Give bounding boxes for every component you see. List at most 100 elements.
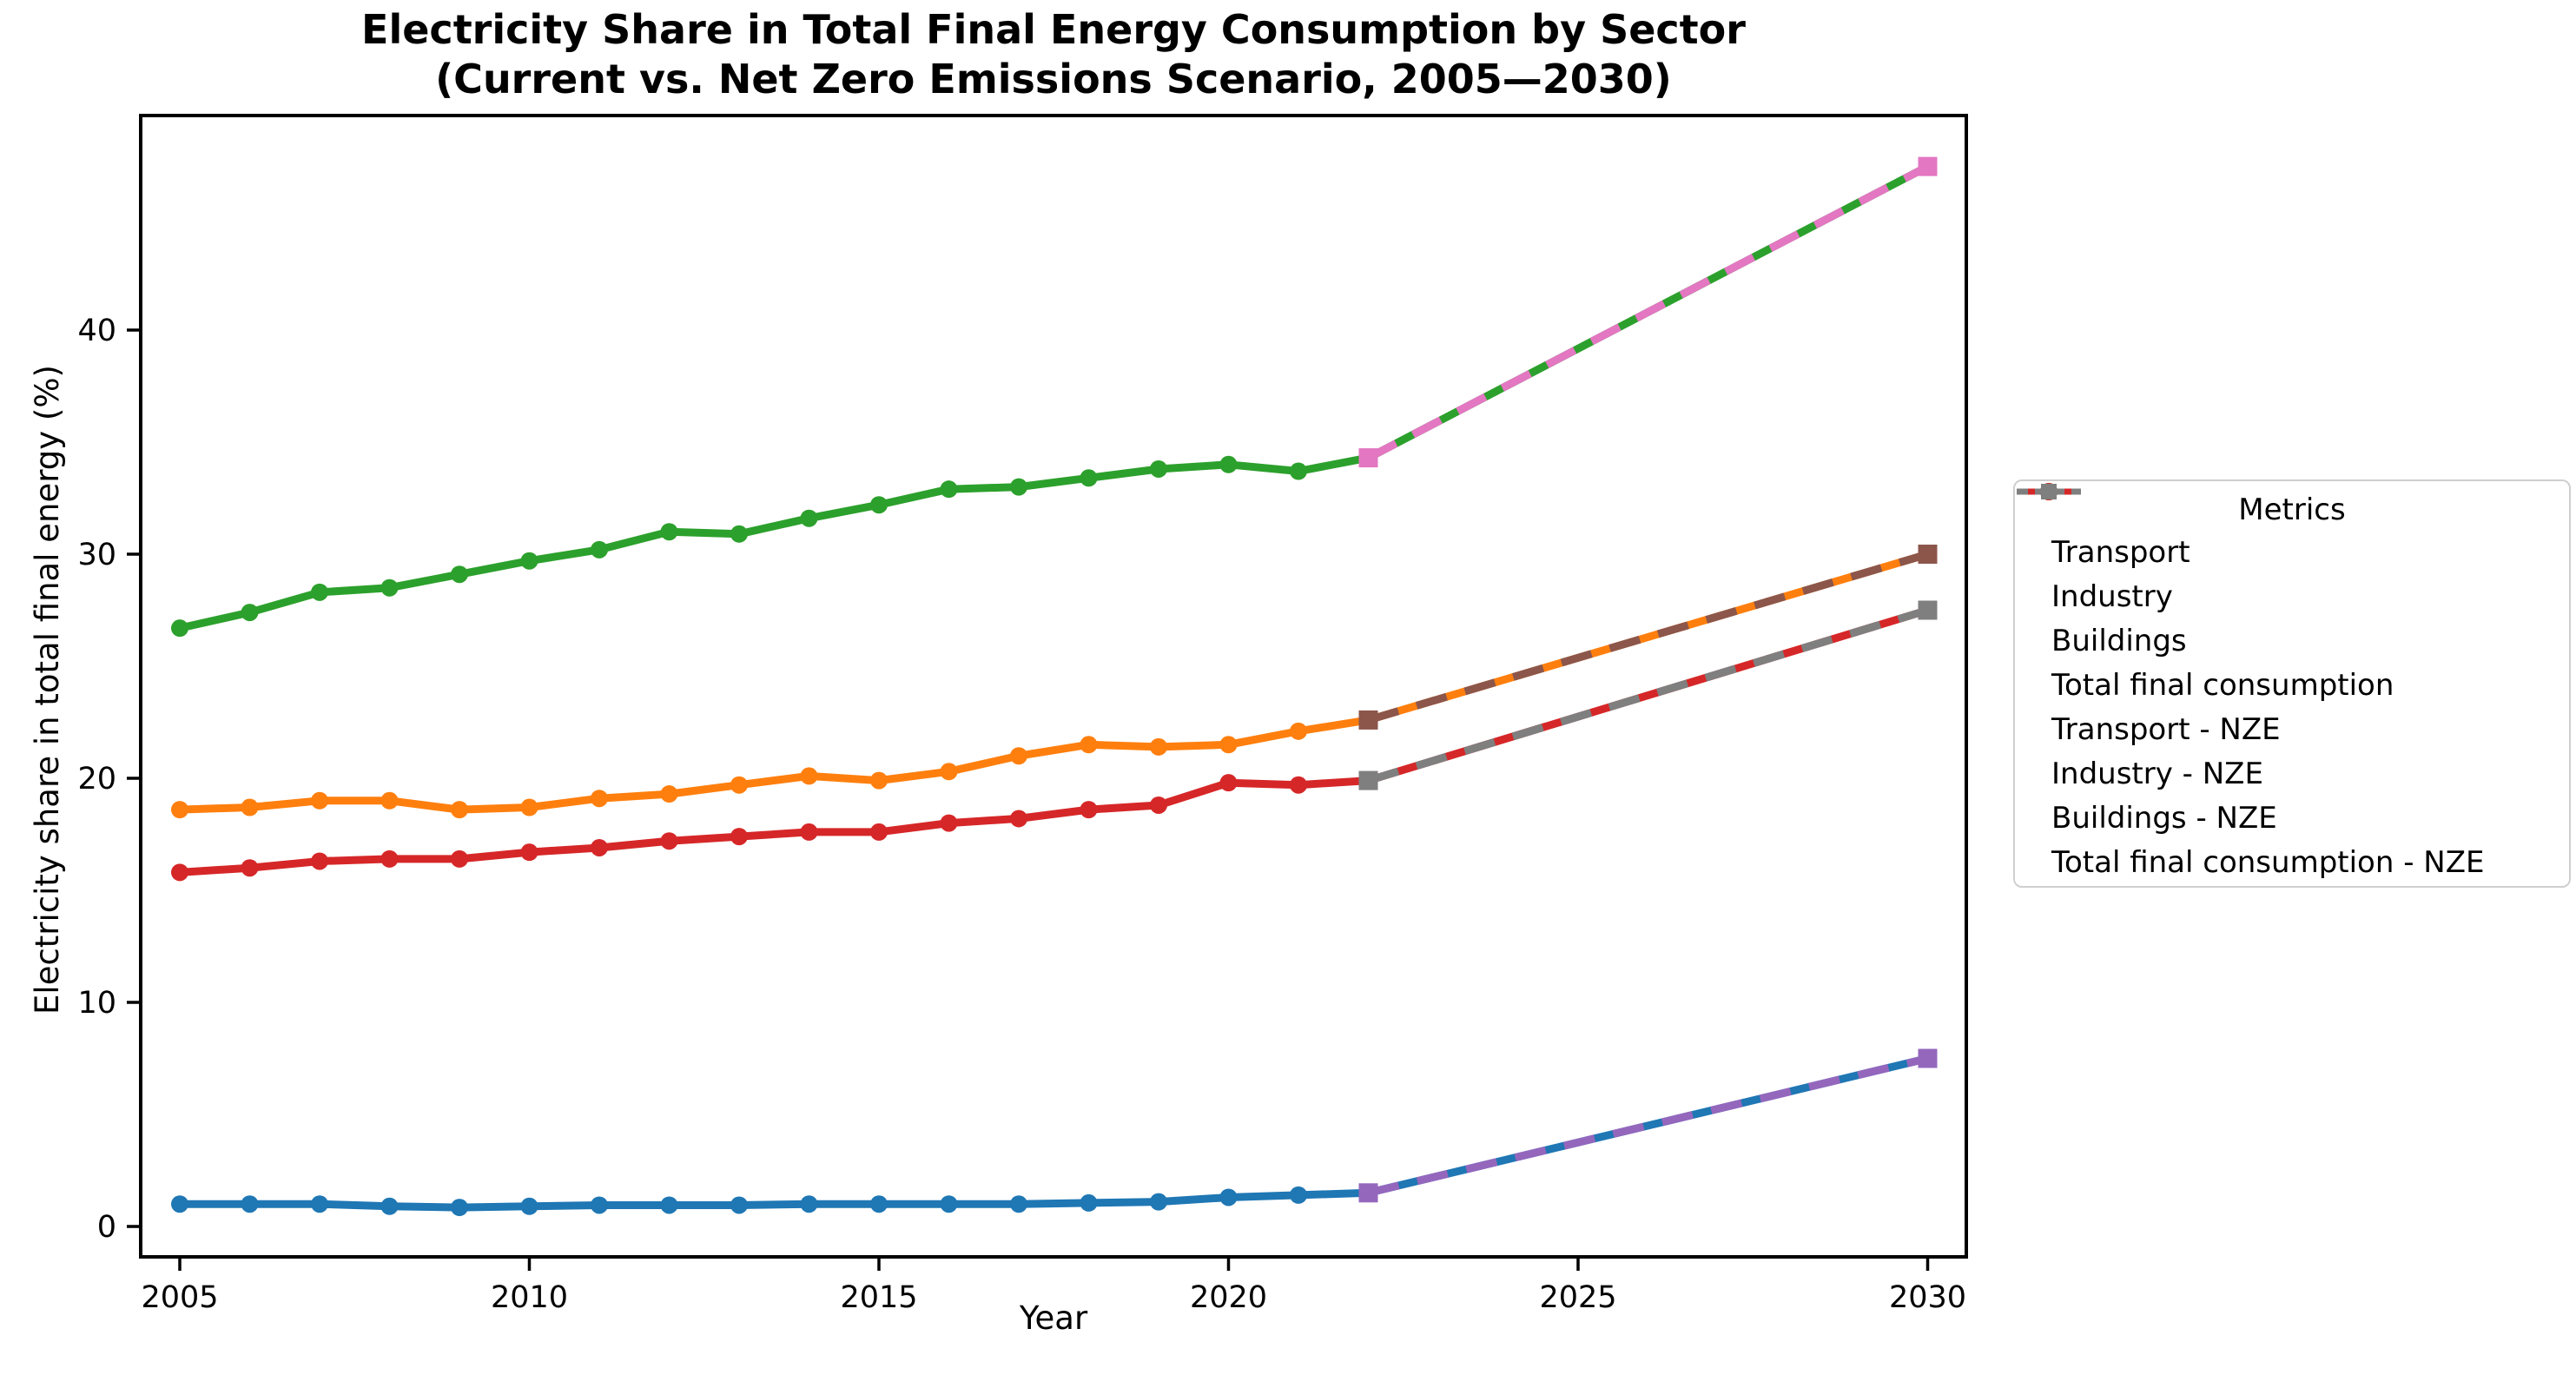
data-point-marker [1290,722,1307,740]
data-point-marker [311,1195,328,1213]
legend-total-final-consumption-nze-line-icon [2017,484,2081,499]
chart-title-line1: Electricity Share in Total Final Energy … [361,6,1746,53]
data-point-marker [1918,1048,1938,1068]
data-point-marker [1150,459,1167,478]
data-point-marker [1010,1195,1027,1213]
data-point-marker [520,843,538,862]
data-point-marker [1080,801,1098,819]
data-point-marker [1358,1183,1378,1203]
legend-item-total-final-consumption-nze: Total final consumption - NZE [2015,484,2569,884]
data-point-marker [171,1195,188,1213]
series-total-final-consumption-nze [1358,600,1938,790]
series-transport [171,1049,1937,1217]
series-total-final-consumption [171,601,1937,882]
legend-rows: Transport Industry Buildings Total final co… [2015,483,2569,884]
data-point-marker [870,1195,888,1213]
data-point-marker [1358,770,1378,790]
data-point-marker [730,776,748,794]
x-tick-label: 2030 [1889,1280,1966,1315]
data-point-marker [1219,455,1238,473]
data-point-marker [241,1195,259,1213]
data-point-marker [660,523,678,541]
data-point-marker [241,798,259,816]
legend-item-industry-nze: Industry - NZE [2015,484,2569,796]
data-point-marker [171,619,188,638]
x-tick-label: 2025 [1539,1280,1616,1315]
data-point-marker [940,480,958,499]
data-point-marker [1080,736,1098,754]
data-point-marker [380,578,399,597]
data-point-marker [940,763,958,781]
data-point-marker [380,1197,399,1215]
series-buildings-nze [1358,156,1938,468]
x-tick-label: 2005 [141,1280,218,1315]
legend-title: Metrics [2238,492,2346,527]
data-point-marker [800,767,818,785]
data-point-marker [451,849,468,868]
data-point-marker [241,859,259,877]
data-point-marker [520,798,538,816]
series-industry-nze [1358,545,1938,730]
legend-item-industry: Industry [2015,483,2569,618]
data-point-marker [870,771,888,790]
x-tick-label: 2015 [840,1280,917,1315]
data-point-marker [660,832,678,850]
data-point-marker [870,496,888,514]
series-total-final-consumption-line [179,606,1929,876]
data-point-marker [1219,736,1238,754]
data-point-marker [311,852,328,870]
data-point-marker [1358,448,1378,468]
data-point-marker [870,823,888,841]
data-point-marker [591,1196,608,1214]
y-axis-label: Electricity share in total final energy … [29,365,66,1015]
data-point-marker [1010,747,1027,765]
legend-item-label: Transport [2051,534,2190,570]
series-transport-nze [1358,1048,1938,1203]
legend-item-buildings-nze: Buildings - NZE [2015,484,2569,840]
legend-item-label: Industry [2051,578,2173,614]
data-point-marker [1010,478,1027,496]
data-point-marker [171,863,188,882]
data-point-marker [520,1197,538,1215]
data-point-marker [591,838,608,856]
data-point-marker [730,1196,748,1214]
legend-item-transport-nze: Transport - NZE [2015,484,2569,751]
legend-item-label: Buildings - NZE [2051,800,2277,836]
legend-box: Metrics Transport Industry Buildings Total … [2013,479,2571,888]
data-point-marker [1918,545,1938,564]
data-point-marker [451,801,468,819]
series-transport-line [180,1054,1929,1212]
data-point-marker [1219,774,1238,792]
legend-item-label: Buildings [2051,623,2187,658]
data-point-marker [1219,1188,1238,1206]
data-point-marker [1150,796,1167,814]
data-point-marker [1080,469,1098,487]
data-point-marker [730,828,748,846]
x-tick-label: 2010 [491,1280,568,1315]
data-point-marker [1918,600,1938,620]
legend-square-marker-icon [2041,484,2057,499]
data-point-marker [1290,1186,1307,1204]
y-tick-label: 40 [77,314,116,348]
legend-item-buildings: Buildings [2015,483,2569,663]
data-point-marker [311,791,328,810]
x-tick-label: 2020 [1190,1280,1267,1315]
series-buildings-line [179,162,1930,632]
legend-item-label: Total final consumption - NZE [2051,844,2485,880]
data-point-marker [171,801,188,819]
legend-item-label: Total final consumption [2051,667,2394,703]
data-point-marker [311,583,328,601]
data-point-marker [591,790,608,808]
data-point-marker [451,1199,468,1217]
data-point-marker [241,604,259,622]
series-transport-nze-line [1367,1054,1929,1197]
data-point-marker [451,565,468,584]
data-point-marker [940,814,958,832]
data-point-marker [1150,737,1167,756]
legend-item-label: Industry - NZE [2051,756,2263,791]
series-industry [171,545,1937,819]
legend-item-total-final-consumption: Total final consumption [2015,483,2569,707]
data-point-marker [800,509,818,527]
